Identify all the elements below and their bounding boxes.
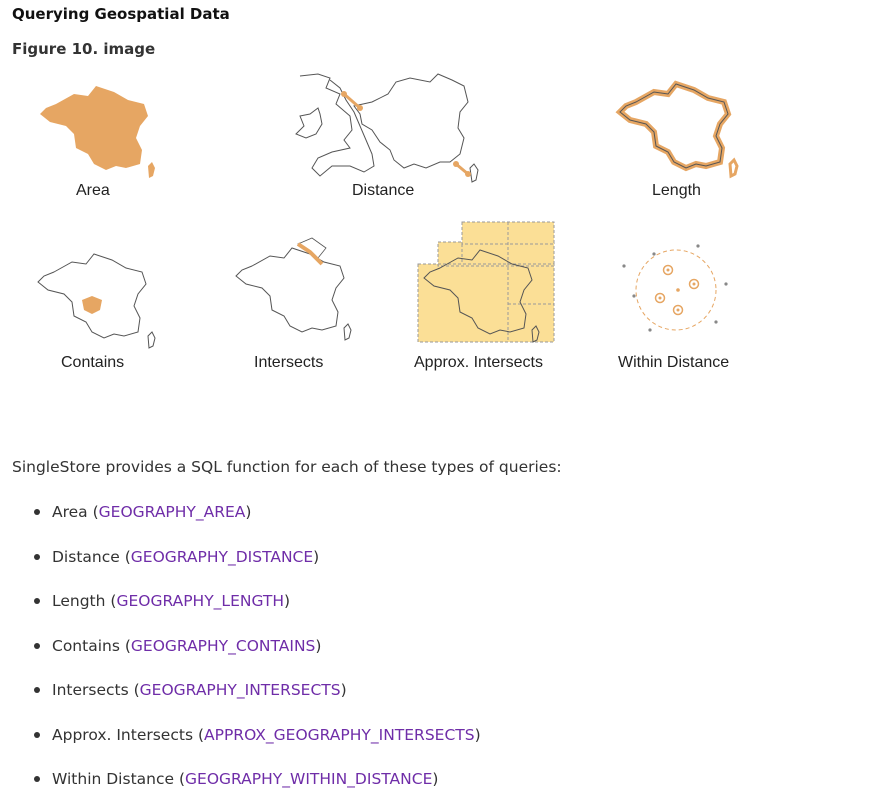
list-item: Within Distance (GEOGRAPHY_WITHIN_DISTAN… bbox=[34, 765, 481, 810]
geospatial-figure: Area Distance Length Contains Intersects bbox=[0, 68, 875, 392]
function-link[interactable]: GEOGRAPHY_CONTAINS bbox=[130, 636, 316, 655]
figure-label-approx-intersects: Approx. Intersects bbox=[414, 354, 543, 371]
function-list: Area (GEOGRAPHY_AREA) Distance (GEOGRAPH… bbox=[12, 498, 481, 810]
intersects-france-icon bbox=[235, 237, 352, 341]
length-france-icon bbox=[620, 84, 739, 178]
contains-france-icon bbox=[37, 253, 156, 349]
distance-map-icon bbox=[295, 73, 479, 183]
figure-label-intersects: Intersects bbox=[254, 354, 323, 371]
function-link[interactable]: GEOGRAPHY_WITHIN_DISTANCE bbox=[185, 770, 433, 788]
figure-label-area: Area bbox=[76, 182, 110, 199]
figure-label-within-distance: Within Distance bbox=[618, 354, 729, 371]
list-item: Approx. Intersects (APPROX_GEOGRAPHY_INT… bbox=[34, 721, 481, 766]
figure-caption: Figure 10. image bbox=[12, 40, 156, 58]
function-link[interactable]: GEOGRAPHY_INTERSECTS bbox=[139, 681, 341, 699]
list-item: Area (GEOGRAPHY_AREA) bbox=[34, 498, 481, 543]
within-distance-icon bbox=[622, 244, 728, 332]
approx-intersects-grid-icon bbox=[417, 221, 555, 343]
list-item: Distance (GEOGRAPHY_DISTANCE) bbox=[34, 543, 481, 588]
function-link[interactable]: APPROX_GEOGRAPHY_INTERSECTS bbox=[204, 725, 475, 744]
list-item: Contains (GEOGRAPHY_CONTAINS) bbox=[34, 632, 481, 677]
function-link[interactable]: GEOGRAPHY_AREA bbox=[98, 503, 246, 521]
page-title: Querying Geospatial Data bbox=[12, 5, 230, 23]
area-france-icon bbox=[40, 86, 155, 178]
list-item: Intersects (GEOGRAPHY_INTERSECTS) bbox=[34, 676, 481, 721]
intro-text: SingleStore provides a SQL function for … bbox=[12, 458, 562, 476]
figure-label-length: Length bbox=[652, 182, 701, 199]
figure-label-contains: Contains bbox=[61, 354, 124, 371]
list-item: Length (GEOGRAPHY_LENGTH) bbox=[34, 587, 481, 632]
function-link[interactable]: GEOGRAPHY_LENGTH bbox=[116, 592, 285, 610]
figure-label-distance: Distance bbox=[352, 182, 414, 199]
function-link[interactable]: GEOGRAPHY_DISTANCE bbox=[130, 547, 314, 566]
